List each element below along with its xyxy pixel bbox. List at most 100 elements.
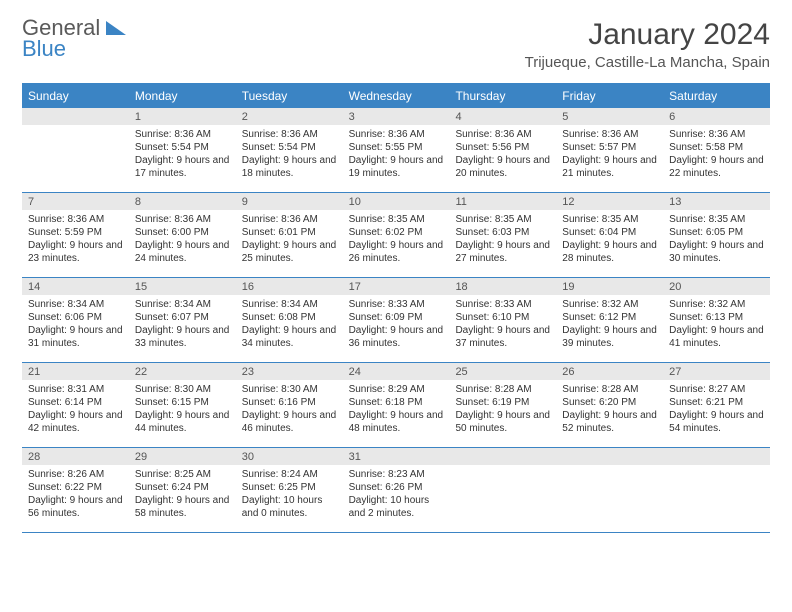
day-cell: 31Sunrise: 8:23 AMSunset: 6:26 PMDayligh… bbox=[343, 448, 450, 532]
sunset-text: Sunset: 6:12 PM bbox=[562, 311, 657, 324]
sunset-text: Sunset: 6:00 PM bbox=[135, 226, 230, 239]
day-number bbox=[22, 108, 129, 125]
daylight-text: Daylight: 9 hours and 26 minutes. bbox=[349, 239, 444, 265]
sunrise-text: Sunrise: 8:35 AM bbox=[669, 213, 764, 226]
day-info: Sunrise: 8:26 AMSunset: 6:22 PMDaylight:… bbox=[22, 465, 129, 526]
sunrise-text: Sunrise: 8:26 AM bbox=[28, 468, 123, 481]
day-info: Sunrise: 8:28 AMSunset: 6:19 PMDaylight:… bbox=[449, 380, 556, 441]
month-title: January 2024 bbox=[525, 18, 770, 52]
sunset-text: Sunset: 5:57 PM bbox=[562, 141, 657, 154]
sunset-text: Sunset: 6:03 PM bbox=[455, 226, 550, 239]
day-number: 1 bbox=[129, 108, 236, 125]
day-cell: 26Sunrise: 8:28 AMSunset: 6:20 PMDayligh… bbox=[556, 363, 663, 447]
day-cell: 28Sunrise: 8:26 AMSunset: 6:22 PMDayligh… bbox=[22, 448, 129, 532]
day-number: 31 bbox=[343, 448, 450, 465]
week-row: 1Sunrise: 8:36 AMSunset: 5:54 PMDaylight… bbox=[22, 108, 770, 193]
sunset-text: Sunset: 6:20 PM bbox=[562, 396, 657, 409]
logo-text: General Blue bbox=[22, 18, 126, 60]
day-number: 11 bbox=[449, 193, 556, 210]
day-cell: 4Sunrise: 8:36 AMSunset: 5:56 PMDaylight… bbox=[449, 108, 556, 192]
day-info: Sunrise: 8:36 AMSunset: 5:58 PMDaylight:… bbox=[663, 125, 770, 186]
daylight-text: Daylight: 9 hours and 36 minutes. bbox=[349, 324, 444, 350]
sunset-text: Sunset: 5:55 PM bbox=[349, 141, 444, 154]
daylight-text: Daylight: 9 hours and 31 minutes. bbox=[28, 324, 123, 350]
sunset-text: Sunset: 5:56 PM bbox=[455, 141, 550, 154]
day-info: Sunrise: 8:23 AMSunset: 6:26 PMDaylight:… bbox=[343, 465, 450, 526]
sunrise-text: Sunrise: 8:30 AM bbox=[242, 383, 337, 396]
weekday-monday: Monday bbox=[129, 84, 236, 108]
day-cell: 29Sunrise: 8:25 AMSunset: 6:24 PMDayligh… bbox=[129, 448, 236, 532]
daylight-text: Daylight: 9 hours and 21 minutes. bbox=[562, 154, 657, 180]
daylight-text: Daylight: 9 hours and 18 minutes. bbox=[242, 154, 337, 180]
day-cell: 15Sunrise: 8:34 AMSunset: 6:07 PMDayligh… bbox=[129, 278, 236, 362]
day-number: 5 bbox=[556, 108, 663, 125]
daylight-text: Daylight: 9 hours and 42 minutes. bbox=[28, 409, 123, 435]
sunrise-text: Sunrise: 8:28 AM bbox=[455, 383, 550, 396]
sunrise-text: Sunrise: 8:25 AM bbox=[135, 468, 230, 481]
sunset-text: Sunset: 6:18 PM bbox=[349, 396, 444, 409]
day-cell: 12Sunrise: 8:35 AMSunset: 6:04 PMDayligh… bbox=[556, 193, 663, 277]
weekday-header: Sunday Monday Tuesday Wednesday Thursday… bbox=[22, 84, 770, 108]
daylight-text: Daylight: 9 hours and 33 minutes. bbox=[135, 324, 230, 350]
day-number: 6 bbox=[663, 108, 770, 125]
sunrise-text: Sunrise: 8:36 AM bbox=[135, 213, 230, 226]
sunrise-text: Sunrise: 8:34 AM bbox=[135, 298, 230, 311]
week-row: 14Sunrise: 8:34 AMSunset: 6:06 PMDayligh… bbox=[22, 278, 770, 363]
week-row: 21Sunrise: 8:31 AMSunset: 6:14 PMDayligh… bbox=[22, 363, 770, 448]
sunrise-text: Sunrise: 8:36 AM bbox=[242, 128, 337, 141]
sunset-text: Sunset: 6:04 PM bbox=[562, 226, 657, 239]
day-info: Sunrise: 8:35 AMSunset: 6:05 PMDaylight:… bbox=[663, 210, 770, 271]
daylight-text: Daylight: 9 hours and 39 minutes. bbox=[562, 324, 657, 350]
day-info bbox=[556, 465, 663, 474]
sunrise-text: Sunrise: 8:23 AM bbox=[349, 468, 444, 481]
day-info: Sunrise: 8:36 AMSunset: 5:54 PMDaylight:… bbox=[236, 125, 343, 186]
day-number: 28 bbox=[22, 448, 129, 465]
day-number: 16 bbox=[236, 278, 343, 295]
sunset-text: Sunset: 6:10 PM bbox=[455, 311, 550, 324]
daylight-text: Daylight: 9 hours and 19 minutes. bbox=[349, 154, 444, 180]
day-cell: 27Sunrise: 8:27 AMSunset: 6:21 PMDayligh… bbox=[663, 363, 770, 447]
weeks-container: 1Sunrise: 8:36 AMSunset: 5:54 PMDaylight… bbox=[22, 108, 770, 533]
week-row: 7Sunrise: 8:36 AMSunset: 5:59 PMDaylight… bbox=[22, 193, 770, 278]
day-info bbox=[663, 465, 770, 474]
logo-triangle-icon bbox=[106, 21, 126, 35]
sunset-text: Sunset: 6:08 PM bbox=[242, 311, 337, 324]
sunrise-text: Sunrise: 8:34 AM bbox=[28, 298, 123, 311]
daylight-text: Daylight: 9 hours and 41 minutes. bbox=[669, 324, 764, 350]
day-info: Sunrise: 8:30 AMSunset: 6:16 PMDaylight:… bbox=[236, 380, 343, 441]
daylight-text: Daylight: 9 hours and 34 minutes. bbox=[242, 324, 337, 350]
sunset-text: Sunset: 6:07 PM bbox=[135, 311, 230, 324]
sunrise-text: Sunrise: 8:31 AM bbox=[28, 383, 123, 396]
daylight-text: Daylight: 9 hours and 48 minutes. bbox=[349, 409, 444, 435]
day-cell: 7Sunrise: 8:36 AMSunset: 5:59 PMDaylight… bbox=[22, 193, 129, 277]
daylight-text: Daylight: 9 hours and 25 minutes. bbox=[242, 239, 337, 265]
day-info: Sunrise: 8:36 AMSunset: 5:57 PMDaylight:… bbox=[556, 125, 663, 186]
day-cell bbox=[22, 108, 129, 192]
weekday-tuesday: Tuesday bbox=[236, 84, 343, 108]
logo-line2: Blue bbox=[22, 36, 66, 61]
sunset-text: Sunset: 6:09 PM bbox=[349, 311, 444, 324]
day-cell: 25Sunrise: 8:28 AMSunset: 6:19 PMDayligh… bbox=[449, 363, 556, 447]
sunrise-text: Sunrise: 8:32 AM bbox=[562, 298, 657, 311]
week-row: 28Sunrise: 8:26 AMSunset: 6:22 PMDayligh… bbox=[22, 448, 770, 533]
day-info bbox=[449, 465, 556, 474]
day-number: 25 bbox=[449, 363, 556, 380]
daylight-text: Daylight: 9 hours and 17 minutes. bbox=[135, 154, 230, 180]
daylight-text: Daylight: 9 hours and 23 minutes. bbox=[28, 239, 123, 265]
sunset-text: Sunset: 5:54 PM bbox=[135, 141, 230, 154]
day-number: 21 bbox=[22, 363, 129, 380]
day-info: Sunrise: 8:29 AMSunset: 6:18 PMDaylight:… bbox=[343, 380, 450, 441]
day-info: Sunrise: 8:34 AMSunset: 6:07 PMDaylight:… bbox=[129, 295, 236, 356]
sunset-text: Sunset: 5:58 PM bbox=[669, 141, 764, 154]
sunset-text: Sunset: 6:13 PM bbox=[669, 311, 764, 324]
title-block: January 2024 Trijueque, Castille-La Manc… bbox=[525, 18, 770, 71]
day-cell bbox=[663, 448, 770, 532]
day-cell: 11Sunrise: 8:35 AMSunset: 6:03 PMDayligh… bbox=[449, 193, 556, 277]
day-number bbox=[663, 448, 770, 465]
day-cell: 13Sunrise: 8:35 AMSunset: 6:05 PMDayligh… bbox=[663, 193, 770, 277]
day-info: Sunrise: 8:27 AMSunset: 6:21 PMDaylight:… bbox=[663, 380, 770, 441]
sunrise-text: Sunrise: 8:35 AM bbox=[349, 213, 444, 226]
sunrise-text: Sunrise: 8:35 AM bbox=[455, 213, 550, 226]
daylight-text: Daylight: 9 hours and 30 minutes. bbox=[669, 239, 764, 265]
daylight-text: Daylight: 9 hours and 56 minutes. bbox=[28, 494, 123, 520]
